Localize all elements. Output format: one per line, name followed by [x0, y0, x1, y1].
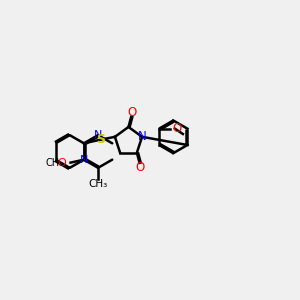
- Text: N: N: [94, 130, 102, 140]
- Text: N: N: [80, 155, 88, 165]
- Text: S: S: [96, 133, 105, 146]
- Text: O: O: [173, 122, 182, 135]
- Text: O: O: [136, 160, 145, 173]
- Text: O: O: [58, 158, 67, 168]
- Text: O: O: [128, 106, 137, 119]
- Text: CH₃: CH₃: [88, 179, 108, 189]
- Text: N: N: [138, 130, 146, 143]
- Text: CH₃: CH₃: [45, 158, 63, 168]
